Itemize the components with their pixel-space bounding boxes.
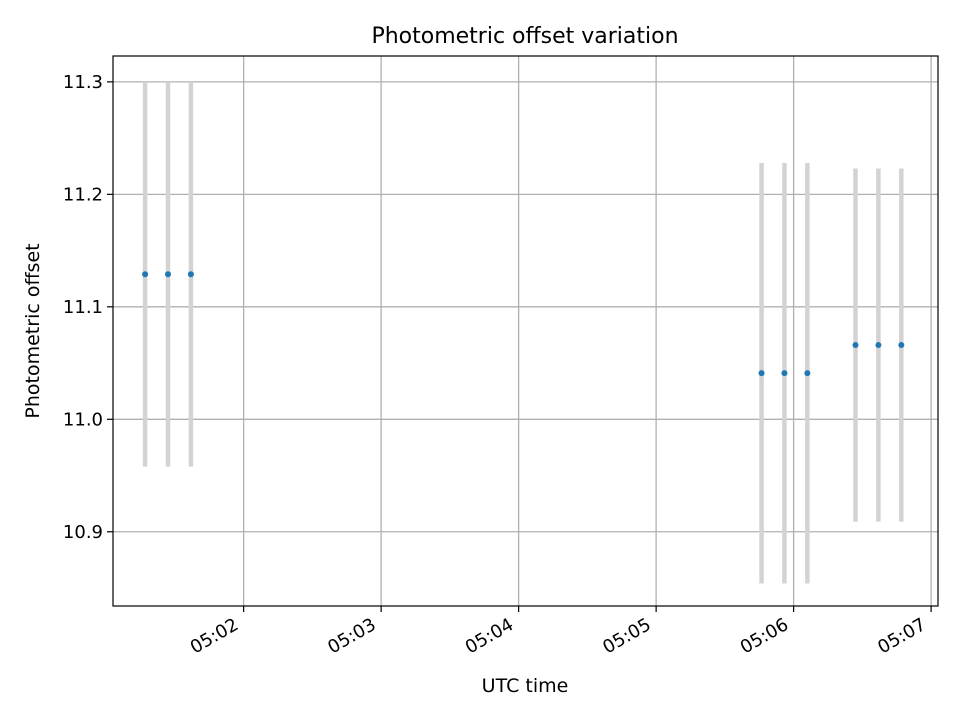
data-point [852, 342, 859, 349]
plot-area-frame [112, 55, 939, 607]
data-point [781, 370, 788, 377]
error-bars [142, 81, 904, 584]
y-tick-label: 10.9 [63, 522, 103, 543]
x-tick-label: 05:03 [324, 614, 379, 658]
chart-title: Photometric offset variation [371, 24, 678, 49]
data-point [142, 271, 149, 278]
x-tick-label: 05:02 [187, 614, 242, 658]
y-tick-label: 11.3 [63, 72, 103, 93]
data-point [875, 342, 882, 349]
data-points [142, 271, 905, 377]
y-tick-label: 11.1 [63, 297, 103, 318]
x-tick-label: 05:05 [599, 614, 654, 658]
data-point [898, 342, 905, 349]
data-point [804, 370, 811, 377]
data-point [165, 271, 171, 278]
data-point [758, 370, 765, 377]
y-tick-label: 11.2 [63, 184, 103, 205]
y-tick-label: 11.0 [63, 409, 103, 430]
y-axis-label: Photometric offset [22, 243, 44, 418]
x-tick-label: 05:06 [737, 614, 792, 658]
x-tick-label: 05:04 [462, 614, 517, 658]
grid [113, 56, 938, 606]
x-axis-label: UTC time [482, 675, 569, 697]
data-point [187, 271, 194, 278]
x-tick-label: 05:07 [874, 614, 929, 658]
